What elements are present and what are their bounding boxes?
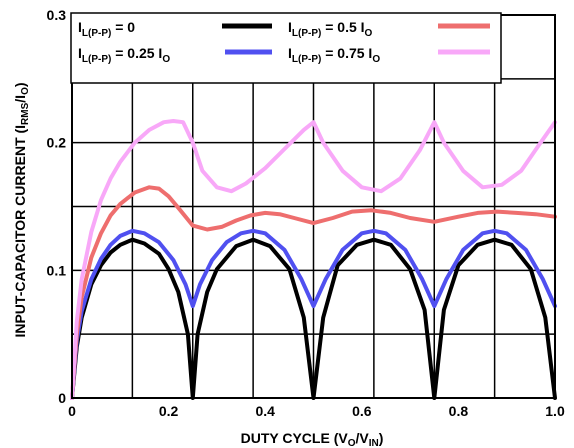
y-tick-label: 0.3 xyxy=(47,7,67,23)
legend-entry: IL(P-P) = 0 xyxy=(78,19,272,39)
legend-label: IL(P-P) = 0.25 IO xyxy=(78,45,170,65)
y-tick-label: 0.1 xyxy=(47,262,67,278)
x-tick-label: 0.4 xyxy=(255,403,275,419)
x-axis-title: DUTY CYCLE (VO/VIN) xyxy=(241,430,384,448)
series-line-3 xyxy=(70,185,557,400)
legend-entry: IL(P-P) = 0.5 IO xyxy=(288,19,490,39)
x-tick-label: 0 xyxy=(68,403,76,419)
x-tick-label: 0.6 xyxy=(352,403,372,419)
y-axis-title: INPUT-CAPACITOR CURRENT (IRMS/IO) xyxy=(12,82,31,337)
tick-labels: 0 0.2 0.4 0.6 0.8 1.0 0 0.1 0.2 0.3 xyxy=(47,7,565,419)
y-tick-label: 0.2 xyxy=(47,135,67,151)
series-line-1 xyxy=(70,237,557,400)
y-tick-label: 0 xyxy=(58,390,66,406)
x-tick-label: 0.2 xyxy=(159,403,179,419)
legend-box xyxy=(70,12,502,84)
x-tick-label: 1.0 xyxy=(545,403,565,419)
legend-label: IL(P-P) = 0 xyxy=(78,19,135,39)
series-line-4 xyxy=(70,119,557,400)
legend-entry: IL(P-P) = 0.75 IO xyxy=(288,45,490,65)
legend-label: IL(P-P) = 0.75 IO xyxy=(288,45,380,65)
x-tick-label: 0.8 xyxy=(449,403,469,419)
legend: IL(P-P) = 0 IL(P-P) = 0.5 IO IL(P-P) = 0.2… xyxy=(78,19,490,65)
series-layer xyxy=(70,119,557,400)
legend-label: IL(P-P) = 0.5 IO xyxy=(288,19,373,39)
series-line-2 xyxy=(70,228,557,400)
legend-entry: IL(P-P) = 0.25 IO xyxy=(78,45,272,65)
